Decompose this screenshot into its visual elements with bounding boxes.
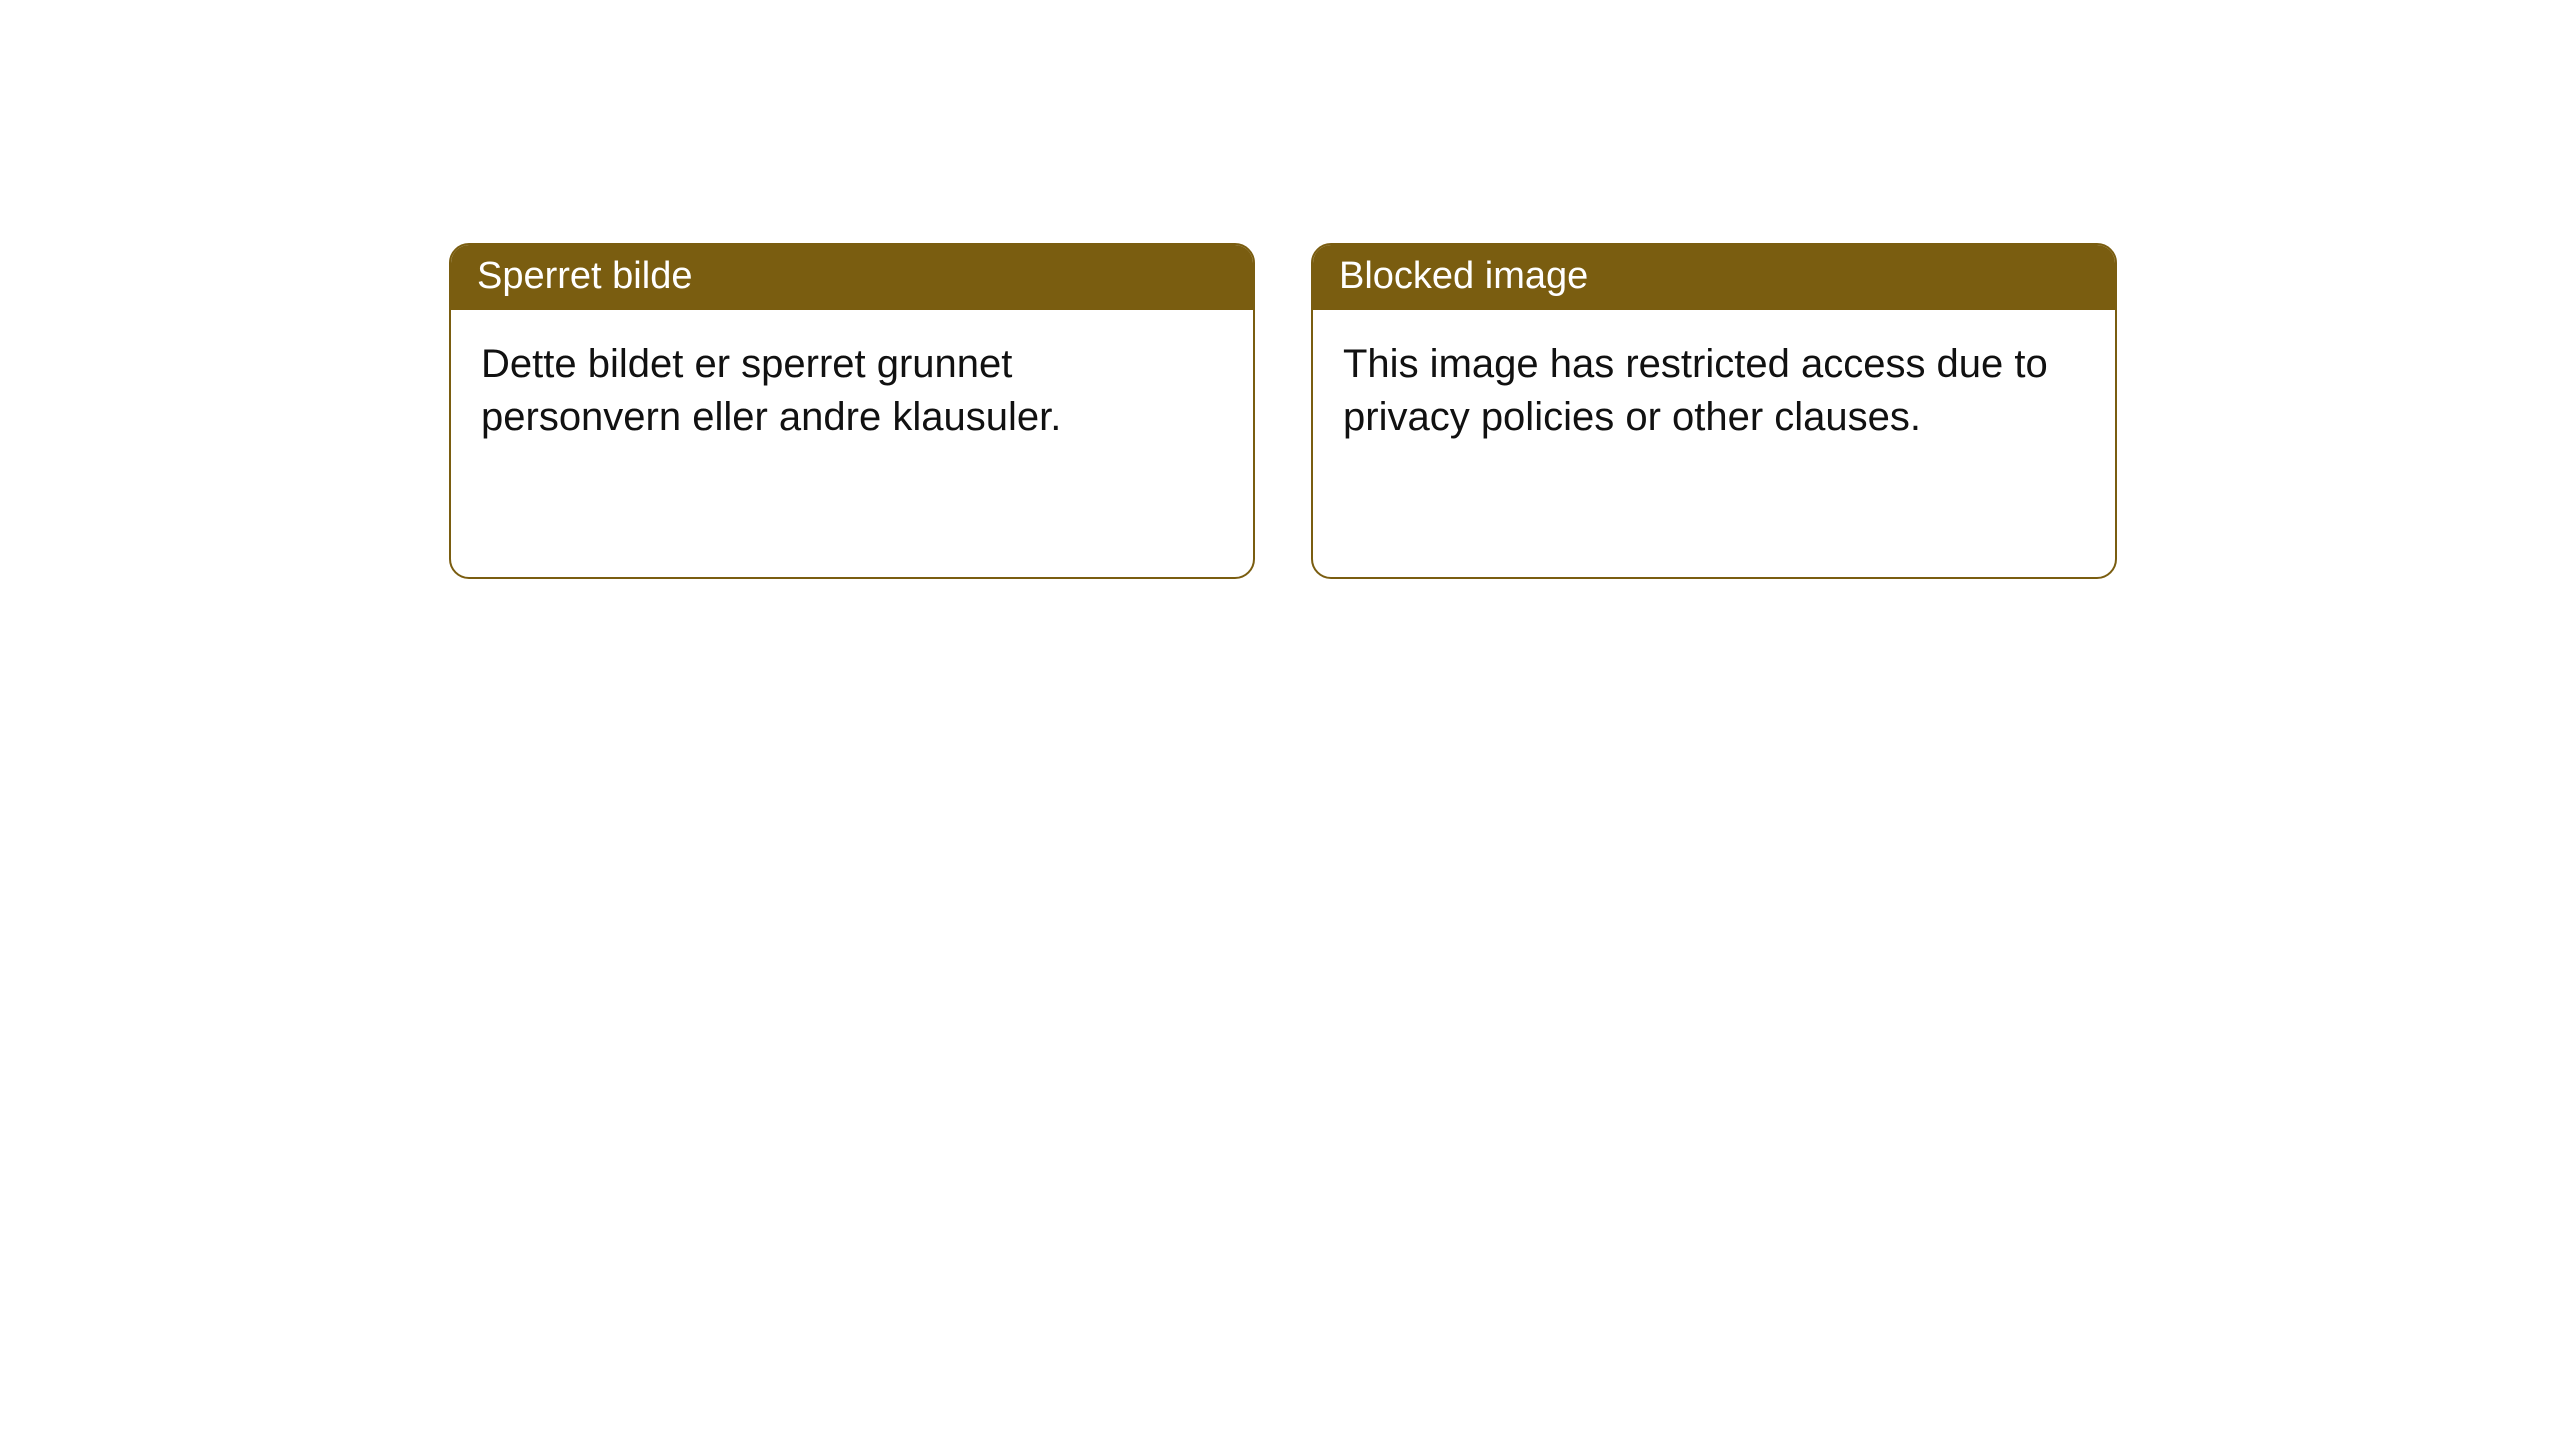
card-body: This image has restricted access due to … <box>1313 310 2115 464</box>
card-title: Blocked image <box>1313 245 2115 310</box>
card-title: Sperret bilde <box>451 245 1253 310</box>
card-body: Dette bildet er sperret grunnet personve… <box>451 310 1253 464</box>
blocked-image-notice-container: Sperret bilde Dette bildet er sperret gr… <box>449 243 2117 579</box>
blocked-image-card-english: Blocked image This image has restricted … <box>1311 243 2117 579</box>
blocked-image-card-norwegian: Sperret bilde Dette bildet er sperret gr… <box>449 243 1255 579</box>
